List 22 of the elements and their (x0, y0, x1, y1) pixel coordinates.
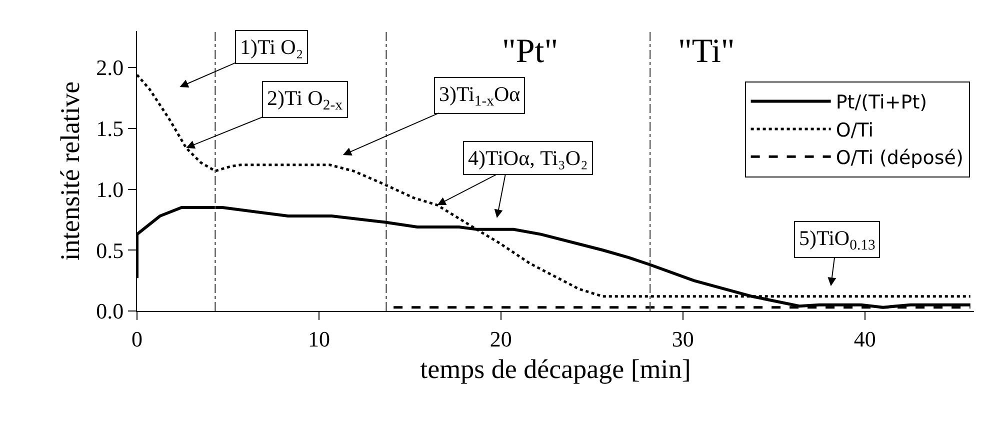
x-tick-label: 20 (490, 326, 512, 352)
annotation: 4)TiOα, Ti₃O₂ (468, 146, 588, 170)
y-tick-label: 2.0 (96, 55, 124, 80)
annotation: 3)Ti$_{1-x}$Oα (439, 82, 520, 110)
y-axis-title: intensité relative (55, 81, 86, 261)
y-tick-label: 1.5 (96, 116, 124, 142)
annotation: 1)Ti O₂ (240, 35, 304, 59)
legend-label: Pt/(Ti+Pt) (836, 92, 928, 114)
annotation: "Ti" (678, 33, 735, 70)
x-tick-label: 30 (672, 326, 694, 352)
x-tick-label: 40 (854, 326, 876, 352)
x-axis-title: temps de décapage [min] (420, 354, 691, 384)
annotation: 2)Ti O$_{2-x}$ (267, 86, 344, 114)
annotation: 5)TiO$_{0.13}$ (799, 226, 876, 254)
legend-label: O/Ti (déposé) (836, 147, 964, 170)
x-tick-label: 10 (308, 326, 330, 352)
x-tick-label: 0 (132, 326, 142, 352)
y-tick-label: 1.0 (96, 176, 124, 202)
legend-label: O/Ti (836, 119, 874, 142)
y-tick-label: 0.0 (96, 298, 124, 324)
y-tick-label: 0.5 (96, 238, 124, 263)
annotation: "Pt" (502, 33, 558, 70)
